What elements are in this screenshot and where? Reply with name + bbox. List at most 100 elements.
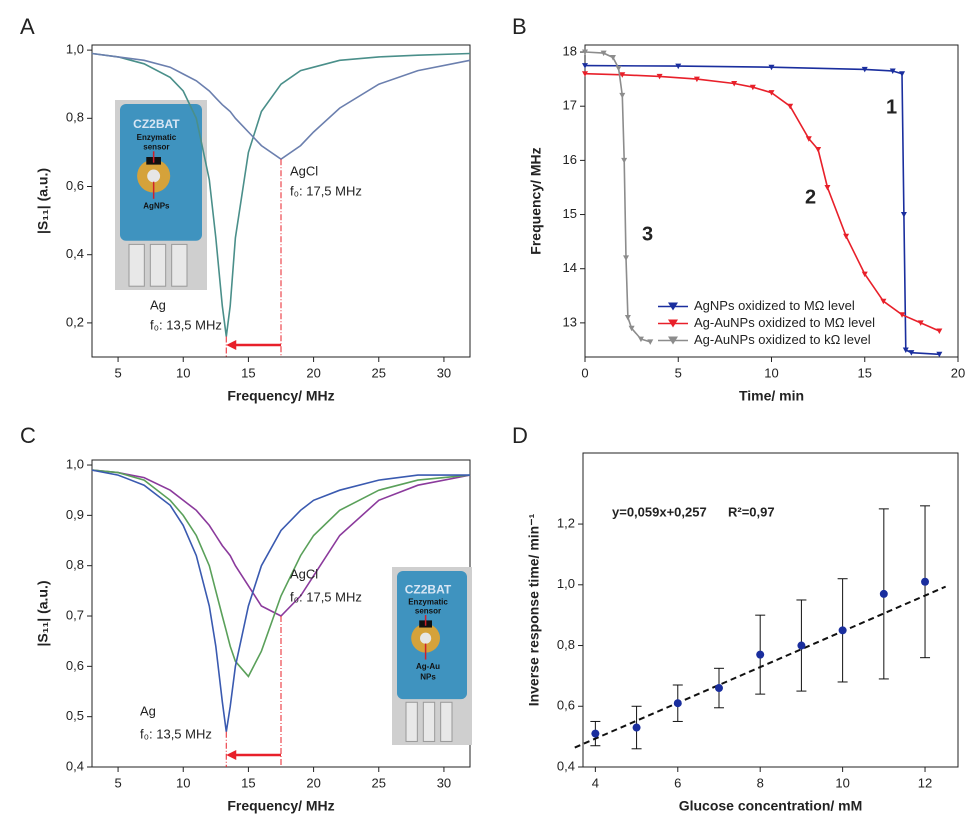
point-marker [824, 184, 831, 191]
point-marker [902, 347, 909, 353]
x-tick-label: 15 [241, 365, 255, 380]
point-marker [619, 92, 626, 99]
point-marker [609, 54, 616, 61]
y-tick-label: 0,4 [66, 246, 84, 261]
x-tick-label: 30 [437, 775, 451, 790]
series-line [584, 51, 651, 343]
point-marker [815, 147, 822, 153]
data-point [591, 729, 600, 738]
electrode-center [420, 632, 432, 644]
y-tick-label: 14 [563, 260, 577, 275]
series-line [91, 469, 471, 678]
y-tick-label: 1,2 [557, 515, 575, 530]
point-marker [619, 72, 626, 78]
x-axis-title: Time/ min [739, 388, 804, 404]
point-marker [693, 76, 700, 83]
shift-arrow-head [226, 750, 237, 760]
y-tick-label: 0,6 [557, 698, 575, 713]
point-marker [936, 351, 943, 358]
y-tick-label: 13 [563, 314, 577, 329]
inset-label: sensor [143, 143, 169, 152]
x-axis-title: Frequency/ MHz [227, 798, 334, 814]
sensor-pin [171, 243, 188, 287]
x-tick-label: 25 [372, 775, 386, 790]
panel-letter: A [20, 14, 35, 39]
data-point [879, 589, 888, 598]
x-tick-label: 30 [437, 365, 451, 380]
y-tick-label: 0,9 [66, 507, 84, 522]
x-tick-label: 6 [674, 775, 681, 790]
x-tick-label: 4 [592, 775, 599, 790]
inset-label: NPs [420, 672, 436, 681]
legend-marker [668, 336, 678, 345]
y-axis-title: Inverse response time/ min⁻¹ [526, 513, 542, 706]
data-point [756, 650, 765, 659]
y-tick-label: 17 [563, 98, 577, 113]
data-point [632, 723, 641, 732]
panel-letter: C [20, 423, 36, 448]
annotation: y=0,059x+0,257 [612, 504, 707, 519]
electrode-center [147, 169, 161, 183]
series-line [584, 64, 940, 356]
y-tick-label: 18 [563, 43, 577, 58]
x-tick-label: 25 [372, 365, 386, 380]
sensor-pin [405, 701, 418, 742]
legend-label: Ag-AuNPs oxidized to kΩ level [694, 332, 871, 347]
legend-label: AgNPs oxidized to MΩ level [694, 298, 855, 313]
point-marker [621, 157, 628, 164]
x-tick-label: 15 [241, 775, 255, 790]
point-marker [899, 312, 906, 318]
x-tick-label: 5 [675, 365, 682, 380]
data-point [714, 684, 723, 693]
point-marker [880, 298, 887, 305]
y-tick-label: 15 [563, 206, 577, 221]
x-tick-label: 10 [176, 365, 190, 380]
x-tick-label: 20 [951, 365, 965, 380]
point-marker [582, 71, 588, 77]
y-tick-label: 16 [563, 152, 577, 167]
point-marker [768, 90, 775, 96]
data-point [797, 641, 806, 650]
legend-label: Ag-AuNPs oxidized to MΩ level [694, 315, 875, 330]
point-marker [908, 350, 915, 356]
y-tick-label: 0,5 [66, 708, 84, 723]
point-marker [582, 49, 588, 56]
sensor-pin [440, 701, 453, 742]
annotation: f₀: 13,5 MHz [140, 726, 212, 741]
x-tick-label: 10 [176, 775, 190, 790]
y-tick-label: 0,6 [66, 658, 84, 673]
sensor-pin [149, 243, 167, 287]
y-tick-label: 0,4 [66, 758, 84, 773]
inset-label: AgNPs [143, 202, 170, 211]
x-tick-label: 10 [835, 775, 849, 790]
series-line [91, 52, 471, 161]
x-tick-label: 5 [114, 365, 121, 380]
y-tick-label: 0,8 [66, 557, 84, 572]
point-marker [805, 136, 812, 142]
series-line [91, 469, 470, 732]
data-point [673, 699, 682, 708]
series-line [91, 469, 471, 617]
x-tick-label: 15 [858, 365, 872, 380]
annotation: f₀: 17,5 MHz [290, 589, 362, 604]
annotation: 3 [642, 223, 653, 245]
point-marker [624, 314, 631, 321]
sensor-pin [422, 701, 436, 742]
x-tick-label: 8 [757, 775, 764, 790]
y-tick-label: 1,0 [66, 456, 84, 471]
point-marker [675, 63, 682, 70]
y-tick-label: 0,6 [66, 178, 84, 193]
point-marker [900, 212, 907, 218]
annotation: f₀: 17,5 MHz [290, 183, 362, 198]
inset-label: CZ2BAT [133, 117, 180, 131]
shift-arrow-head [226, 340, 237, 350]
point-marker [861, 271, 868, 278]
data-point [921, 577, 930, 586]
legend-marker [668, 319, 678, 328]
point-marker [582, 63, 588, 69]
y-axis-title: Frequency/ MHz [528, 147, 544, 254]
annotation: 1 [886, 96, 897, 118]
series-line [91, 52, 471, 337]
y-tick-label: 1,0 [66, 42, 84, 57]
point-marker [637, 336, 644, 343]
